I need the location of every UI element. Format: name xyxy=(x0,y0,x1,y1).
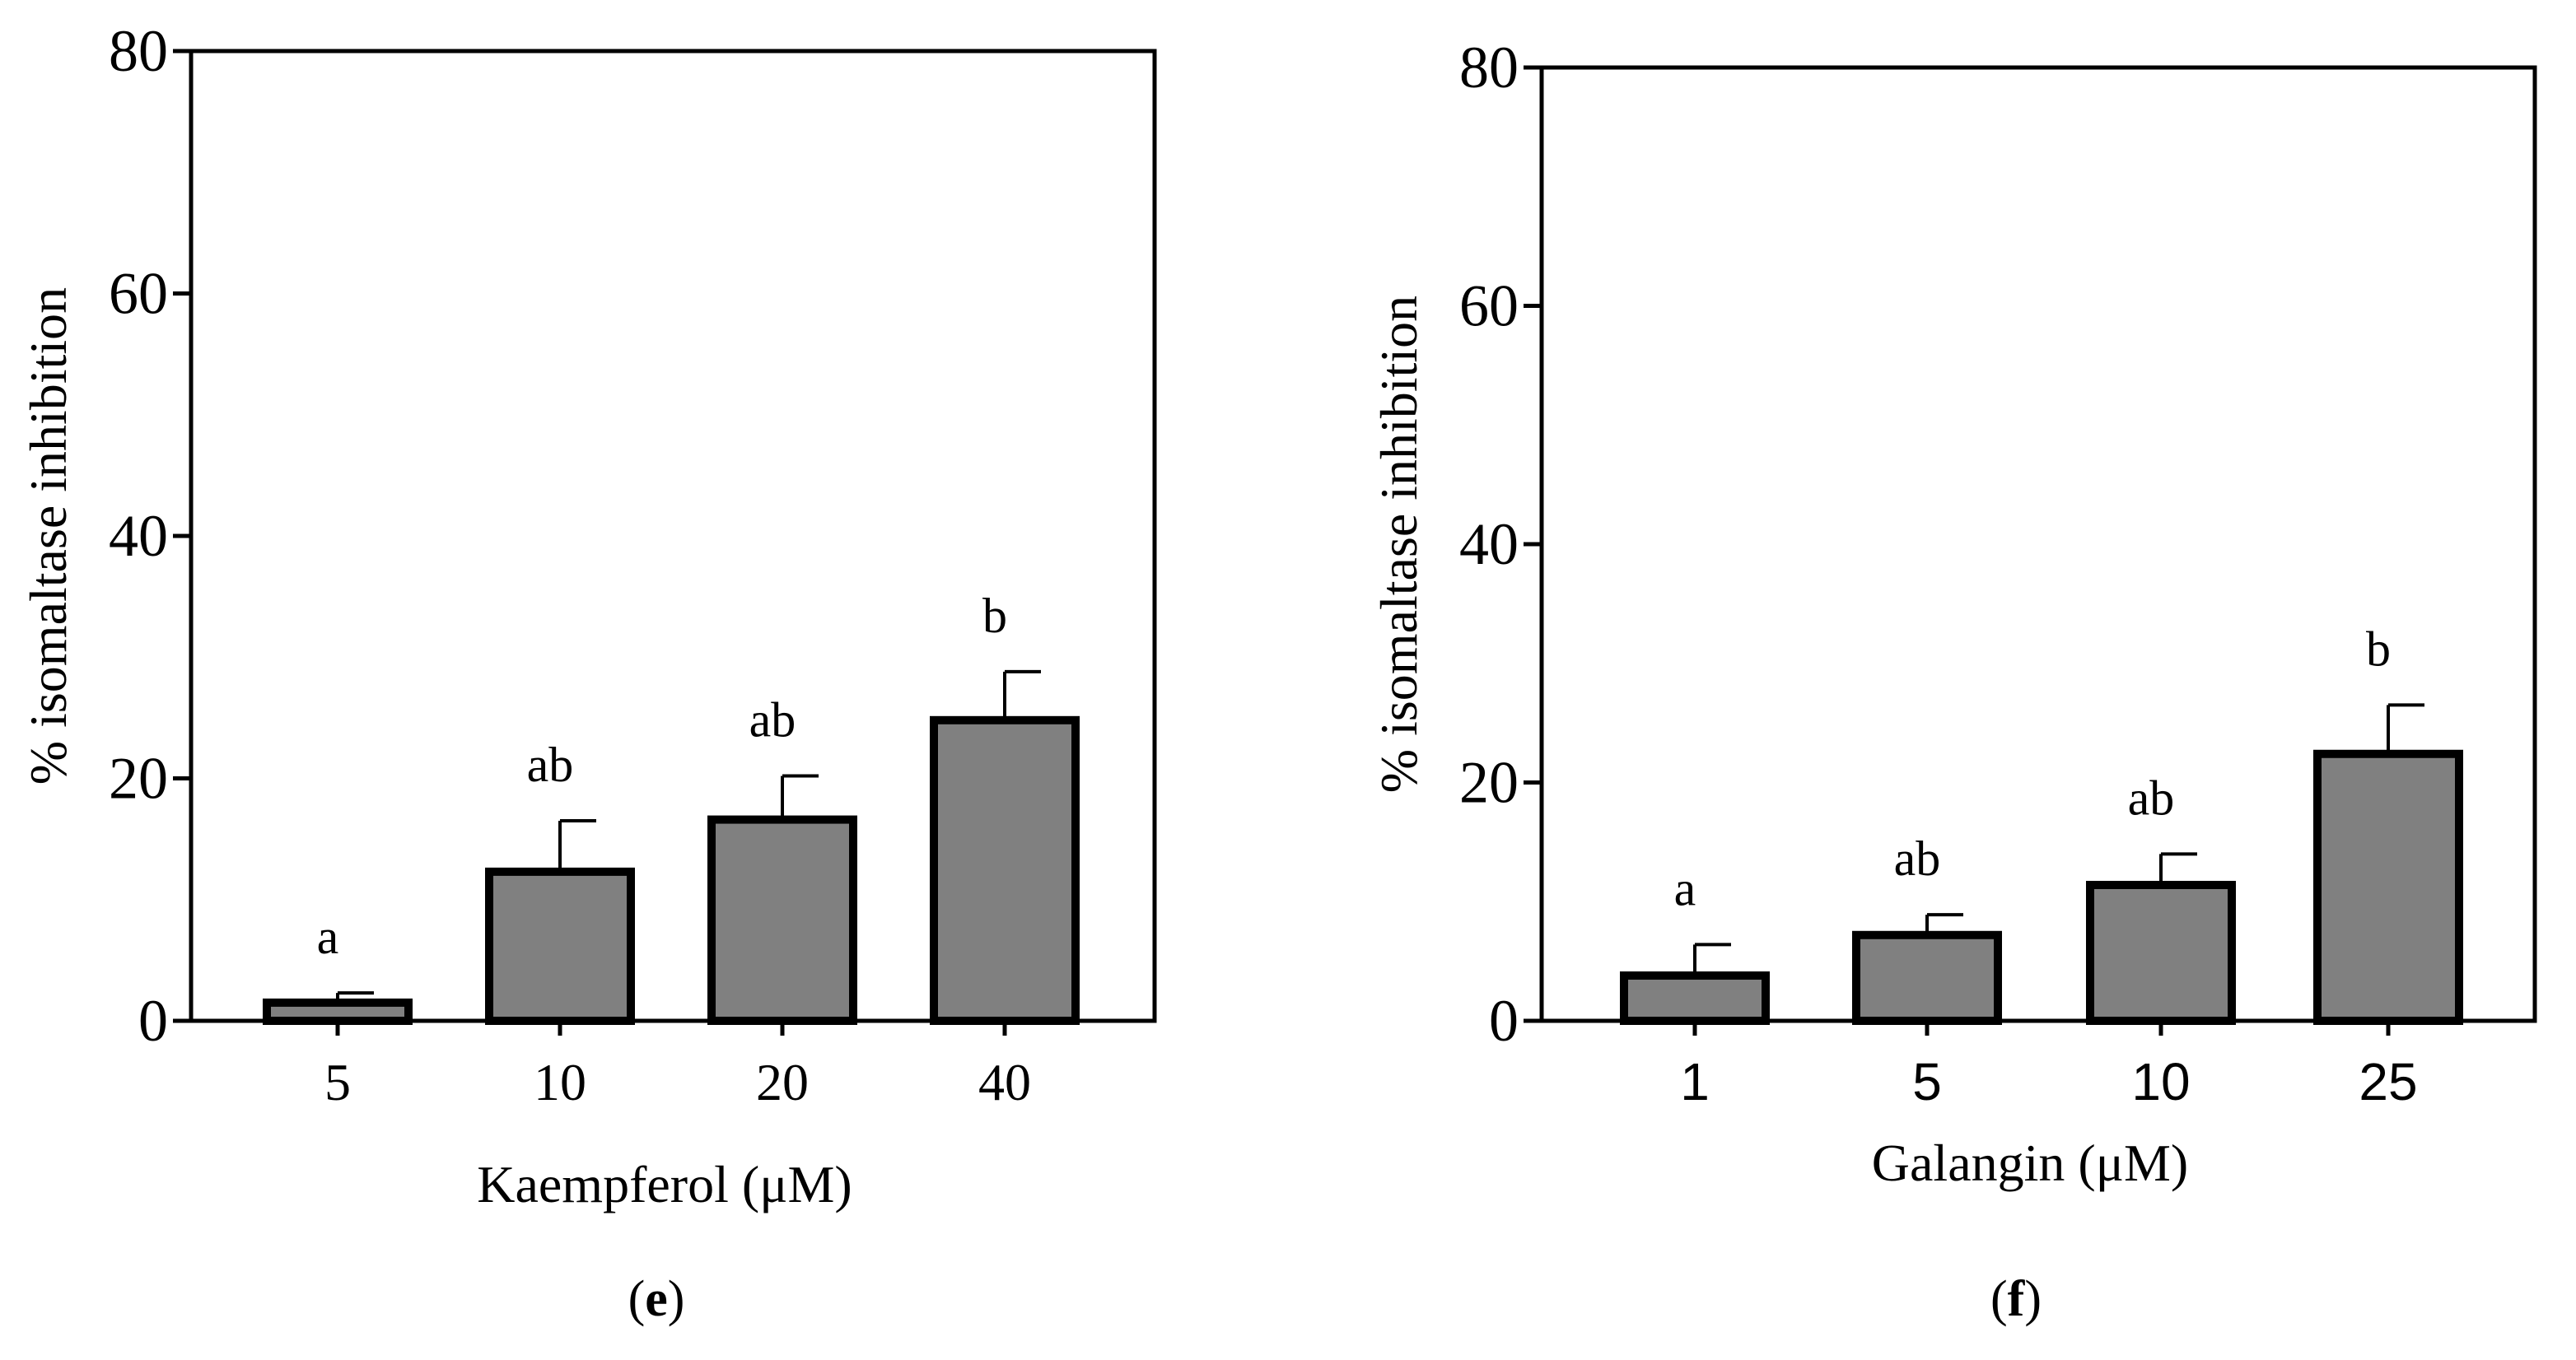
panel-f-chart: 0 20 40 60 80 % isomaltase inhibition a 1 ab 5 ab 1… xyxy=(1370,35,2537,1192)
panel-e-chart: 0 20 40 60 80 % isomaltase inhibition a 5 ab 10 ab… xyxy=(19,18,1157,1213)
panel-f-ytick-label: 60 xyxy=(1459,273,1519,339)
panel-e-x-axis-label: Kaempferol (μM) xyxy=(477,1155,852,1213)
panel-e-xtick-label: 20 xyxy=(756,1053,809,1111)
panel-e-bar xyxy=(485,867,635,1025)
panel-f-ytick-label: 0 xyxy=(1489,988,1519,1054)
panel-f-ytick-label: 80 xyxy=(1459,35,1519,100)
panel-e-ytick-label: 0 xyxy=(138,988,168,1054)
panel-f-significance-letter: a xyxy=(1674,861,1696,915)
panel-f-x-axis-label: Galangin (μM) xyxy=(1872,1134,2188,1192)
panel-f-xtick-label: 25 xyxy=(2359,1052,2417,1111)
panel-e-significance-letter: ab xyxy=(527,738,574,792)
panel-f-ytick-label: 40 xyxy=(1459,511,1519,577)
panel-f-xtick-label: 10 xyxy=(2131,1052,2190,1111)
panel-f-label: (f) xyxy=(1990,1271,2042,1327)
panel-f-y-axis-label: % isomaltase inhibition xyxy=(1370,296,1428,793)
panel-e-label: (e) xyxy=(628,1271,685,1327)
panel-f-bar xyxy=(2086,880,2236,1025)
panel-e-xtick-label: 10 xyxy=(534,1053,586,1111)
panel-e-bar xyxy=(930,715,1080,1025)
panel-f-bar xyxy=(1852,930,2002,1026)
panel-f-bar xyxy=(2313,749,2463,1025)
panel-f-xtick-label: 1 xyxy=(1680,1052,1710,1111)
panel-e-ytick-label: 80 xyxy=(109,18,168,84)
panel-e-significance-letter: ab xyxy=(749,693,796,748)
panel-e-significance-letter: a xyxy=(317,910,339,964)
panel-f-significance-letter: b xyxy=(2366,622,2391,676)
panel-e-bar xyxy=(707,815,857,1025)
panel-e-bar xyxy=(263,998,413,1025)
panel-e-ytick-label: 20 xyxy=(109,746,168,812)
panel-e-significance-letter: b xyxy=(982,589,1007,643)
panel-e-ytick-label: 60 xyxy=(109,261,168,327)
panel-f-significance-letter: ab xyxy=(1894,831,1941,886)
panel-f-bar xyxy=(1620,971,1770,1025)
panel-f-xtick-label: 5 xyxy=(1912,1052,1942,1111)
panel-e-ytick-label: 40 xyxy=(109,503,168,569)
panel-e-xtick-label: 5 xyxy=(324,1053,351,1111)
panel-e-xtick-label: 40 xyxy=(978,1053,1031,1111)
panel-e-y-axis-label: % isomaltase inhibition xyxy=(19,287,77,785)
panel-f-ytick-label: 20 xyxy=(1459,750,1519,816)
panel-f-significance-letter: ab xyxy=(2128,771,2175,825)
